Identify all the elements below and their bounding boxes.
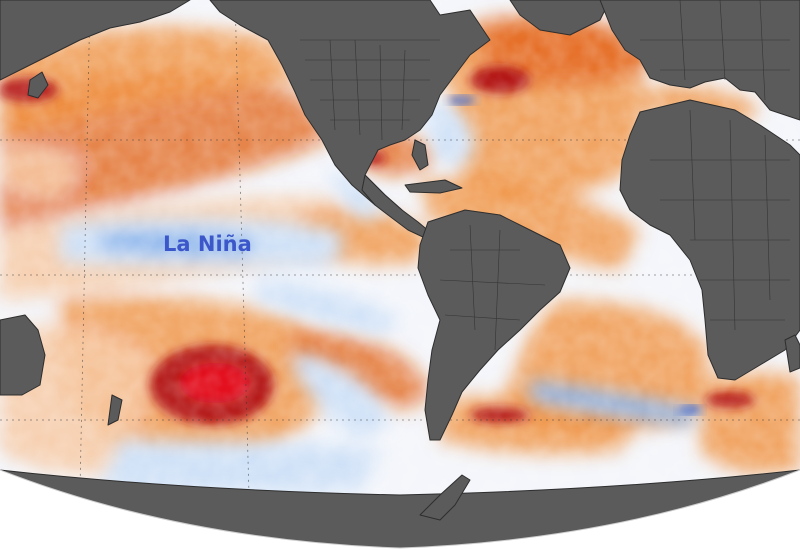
australia-landmass: [0, 314, 46, 396]
madagascar-landmass: [784, 334, 800, 373]
greenland-landmass: [509, 0, 611, 36]
border-line: [759, 0, 766, 101]
border-line: [764, 134, 771, 301]
la-nina-label: La Niña: [163, 232, 252, 256]
border-line: [679, 0, 686, 81]
europe-landmass: [599, 0, 800, 121]
border-line: [444, 314, 521, 321]
florida-landmass: [411, 139, 429, 171]
japan-landmass: [27, 71, 49, 99]
asia-pacific-landmass: [0, 0, 191, 81]
south-america-landmass: [417, 209, 571, 441]
border-line: [719, 0, 726, 81]
border-line: [329, 39, 336, 131]
new-zealand-landmass: [107, 394, 123, 426]
border-line: [469, 224, 476, 331]
globe-edge: [0, 469, 800, 549]
border-line: [439, 279, 546, 286]
country-borders: [300, 0, 790, 351]
border-line: [379, 44, 383, 141]
border-line: [689, 109, 696, 241]
graticule-line: [79, 0, 91, 491]
border-line: [354, 39, 361, 136]
border-line: [494, 229, 501, 351]
cuba-landmass: [404, 179, 463, 194]
border-line: [401, 49, 406, 131]
graticule-line: [234, 0, 251, 531]
antarctic-peninsula-landmass: [419, 474, 471, 521]
border-line: [729, 119, 736, 331]
